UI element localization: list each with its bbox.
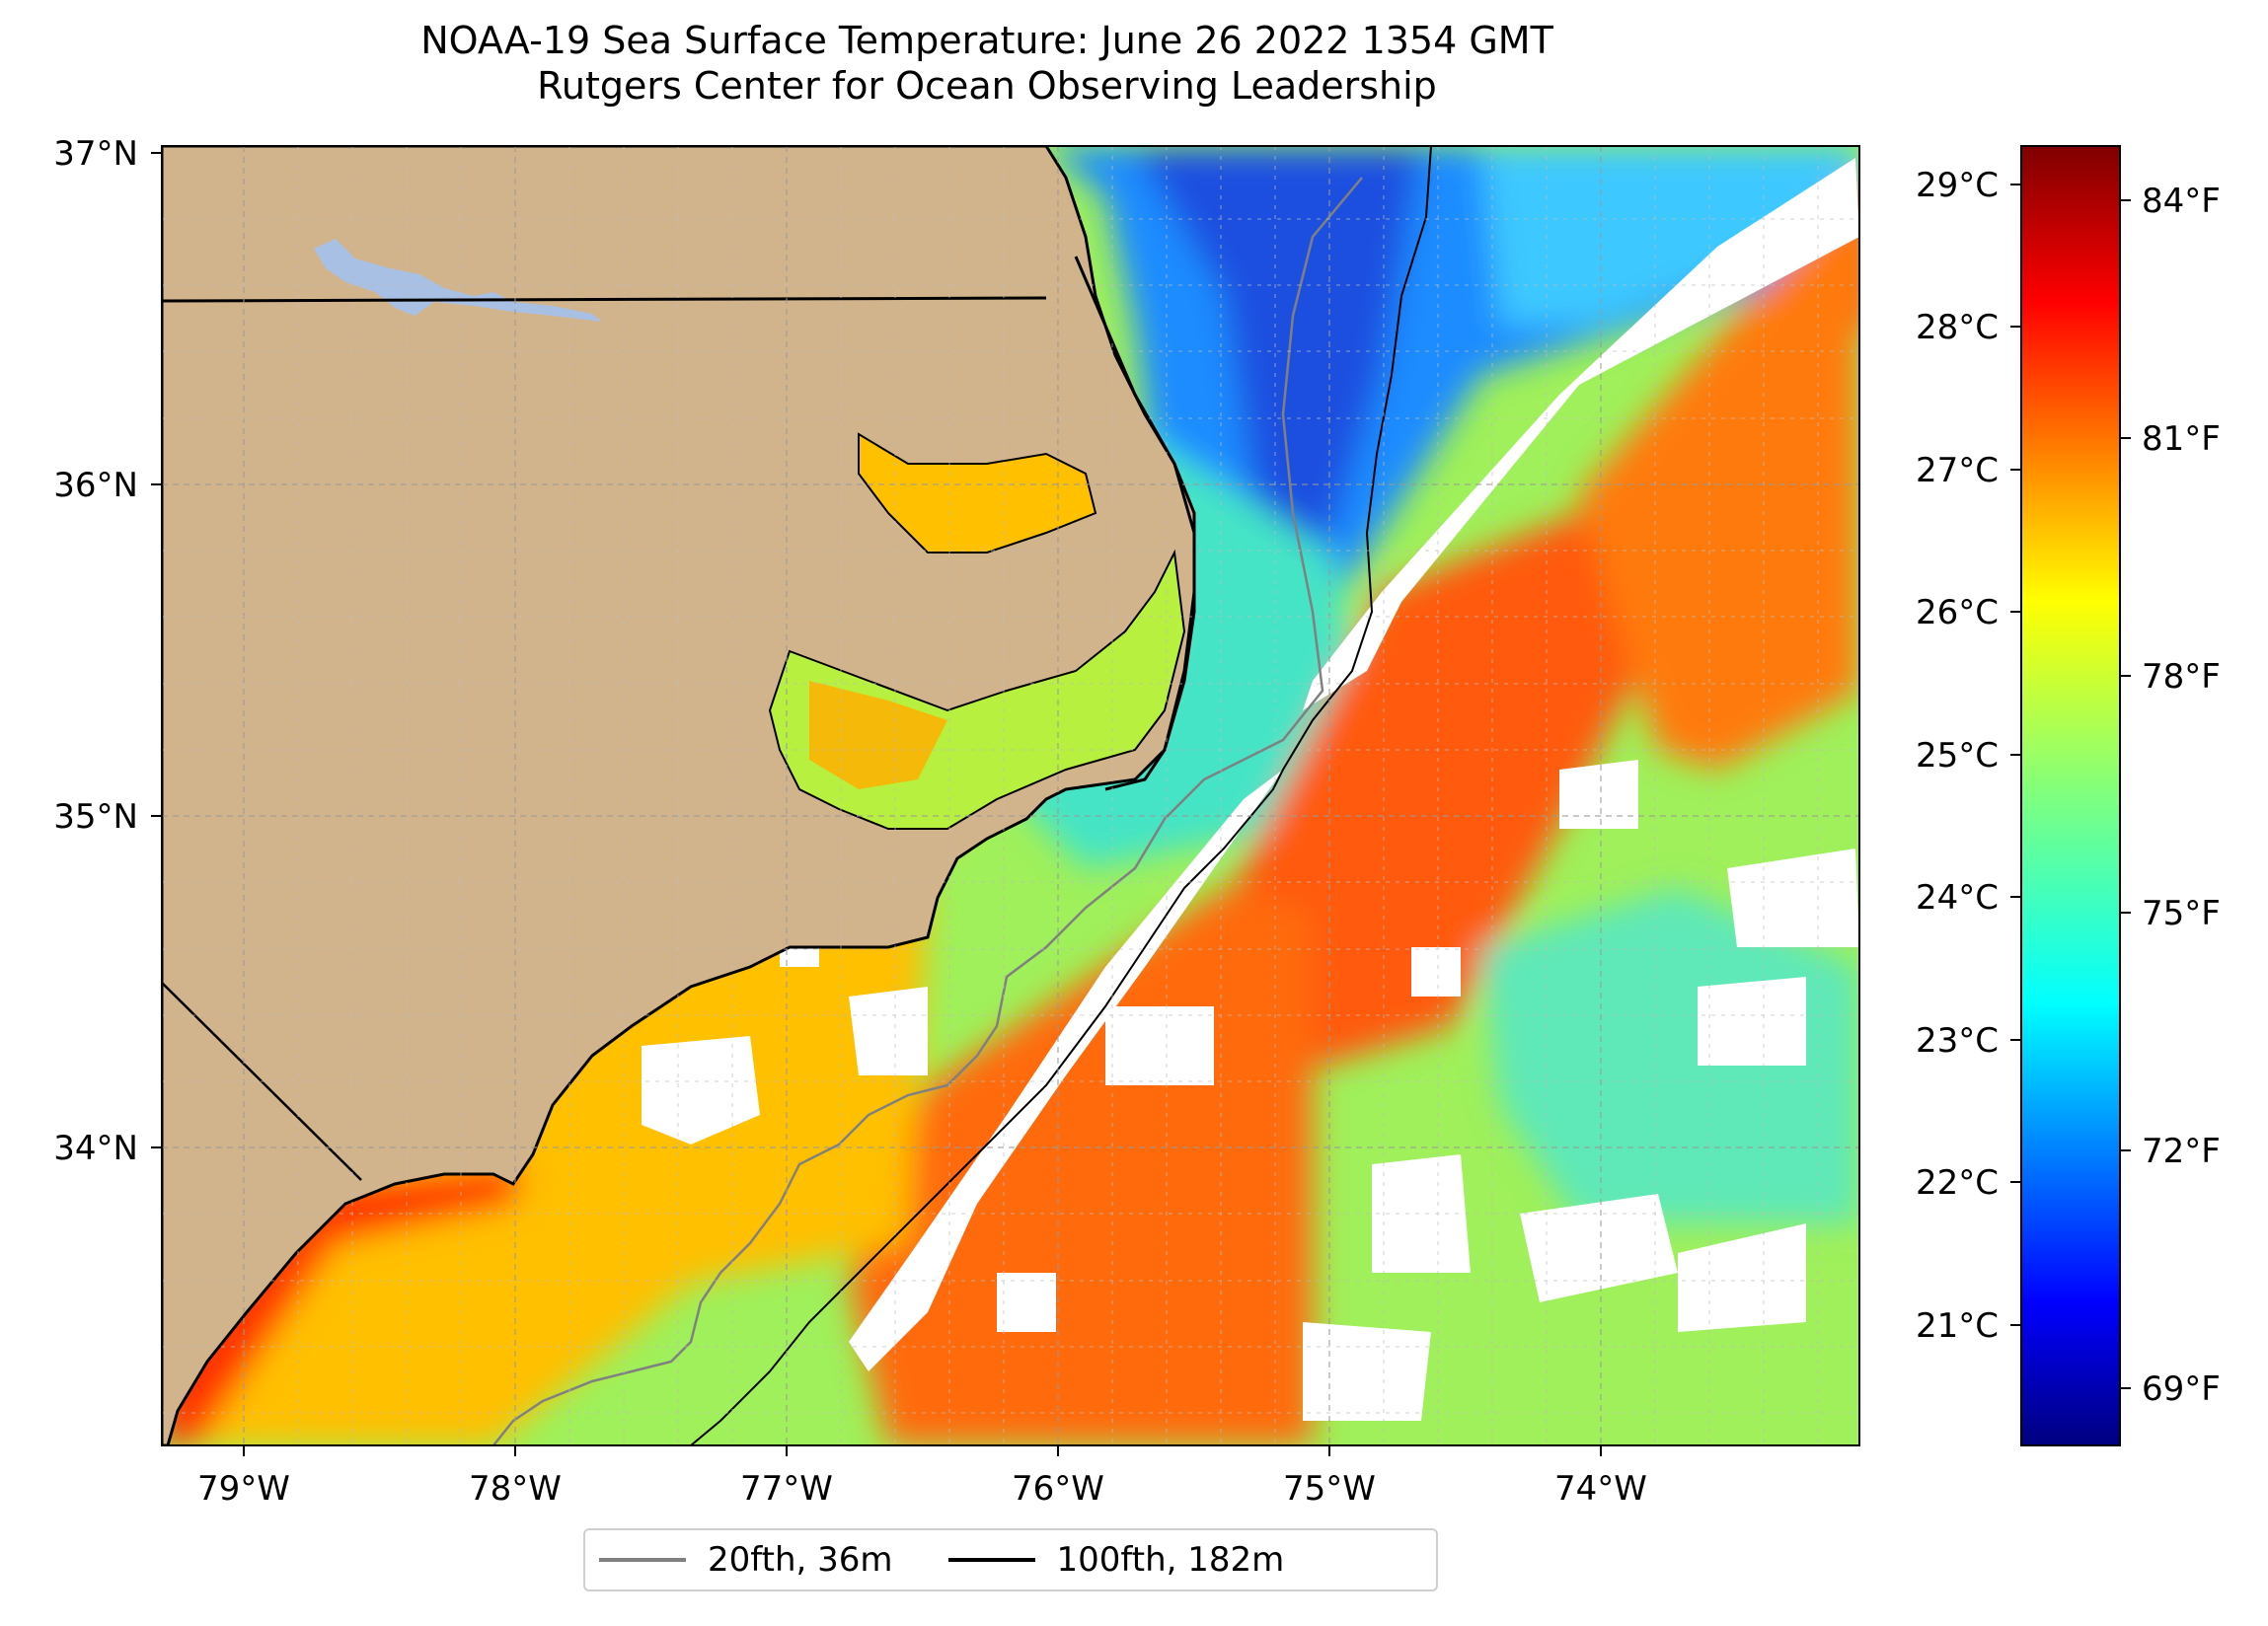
gridlines [162, 146, 1859, 1445]
cloud-1 [642, 1036, 760, 1145]
legend-item-100fth: 100fth, 182m [947, 1540, 1285, 1580]
lat-label-34: 34°N [53, 1129, 138, 1168]
cloud-6 [1520, 1194, 1678, 1302]
legend-label-100fth: 100fth, 182m [1056, 1540, 1285, 1580]
colorbar-gradient [2020, 145, 2121, 1446]
colorbar-ticks [2010, 184, 2131, 1389]
legend-swatch-100fth [947, 1558, 1035, 1562]
cloud-3 [1105, 1006, 1214, 1085]
cloud-12 [1559, 760, 1638, 829]
cbar-c-23: 23°C [1916, 1021, 1999, 1061]
minor-gridlines [162, 146, 1859, 1445]
lat-label-36: 36°N [53, 466, 138, 505]
cloud-8 [1303, 1322, 1431, 1421]
cbar-f-75: 75°F [2142, 894, 2221, 933]
cbar-c-28: 28°C [1916, 308, 1999, 347]
kerr-lake [314, 239, 602, 322]
cbar-f-69: 69°F [2142, 1369, 2221, 1409]
cloud-mask [642, 158, 1859, 1421]
lon-label-79: 79°W [197, 1469, 290, 1509]
isobath-20fth [492, 177, 1363, 1445]
lon-label-74: 74°W [1554, 1469, 1647, 1509]
cbar-f-78: 78°F [2142, 657, 2221, 697]
cbar-c-26: 26°C [1916, 593, 1999, 632]
cloud-10 [1727, 849, 1859, 947]
lon-label-77: 77°W [740, 1469, 833, 1509]
cbar-c-27: 27°C [1916, 451, 1999, 490]
cloud-4 [1698, 977, 1806, 1066]
cbar-c-24: 24°C [1916, 878, 1999, 918]
legend-label-20fth: 20fth, 36m [708, 1540, 893, 1580]
cbar-f-72: 72°F [2142, 1132, 2221, 1171]
nc-va-border [162, 296, 1047, 303]
cloud-9 [997, 1273, 1056, 1332]
map-frame [161, 145, 1860, 1446]
cloud-streak [1303, 158, 1859, 710]
isobath-100fth [690, 146, 1432, 1445]
cloud-7 [1678, 1223, 1806, 1332]
legend-swatch-20fth [599, 1558, 686, 1562]
axis-ticks [151, 152, 1602, 1456]
legend-item-20fth: 20fth, 36m [599, 1540, 893, 1580]
lat-label-37: 37°N [53, 134, 138, 174]
lon-label-76: 76°W [1012, 1469, 1104, 1509]
east-cyan-patches [1480, 888, 1859, 1223]
legend: 20fth, 36m 100fth, 182m [583, 1528, 1438, 1591]
cbar-f-81: 81°F [2142, 419, 2221, 459]
pamlico-sound-orange [809, 681, 947, 789]
cbar-f-84: 84°F [2142, 182, 2221, 221]
cold-water-core [1135, 148, 1421, 592]
lat-label-35: 35°N [53, 797, 138, 837]
chart-title: NOAA-19 Sea Surface Temperature: June 26… [0, 18, 1974, 109]
warm-band-east [1579, 178, 1859, 770]
albemarle-sound [858, 432, 1097, 554]
cbar-c-21: 21°C [1916, 1306, 1999, 1346]
cloud-streak-2 [849, 770, 1283, 1371]
cloud-2 [849, 987, 928, 1075]
cbar-c-22: 22°C [1916, 1163, 1999, 1203]
cloud-5 [1372, 1154, 1471, 1273]
lon-label-75: 75°W [1283, 1469, 1376, 1509]
cloud-14 [1411, 947, 1461, 997]
cbar-c-29: 29°C [1916, 166, 1999, 205]
title-line-2: Rutgers Center for Ocean Observing Leade… [537, 64, 1437, 108]
cbar-c-25: 25°C [1916, 736, 1999, 776]
colorbar: 29°C 28°C 27°C 26°C 25°C 24°C 23°C 22°C … [1916, 145, 2221, 1446]
barrier-island [1074, 256, 1196, 791]
title-line-1: NOAA-19 Sea Surface Temperature: June 26… [420, 19, 1553, 62]
cool-water-east [1480, 146, 1859, 326]
lon-label-78: 78°W [469, 1469, 562, 1509]
